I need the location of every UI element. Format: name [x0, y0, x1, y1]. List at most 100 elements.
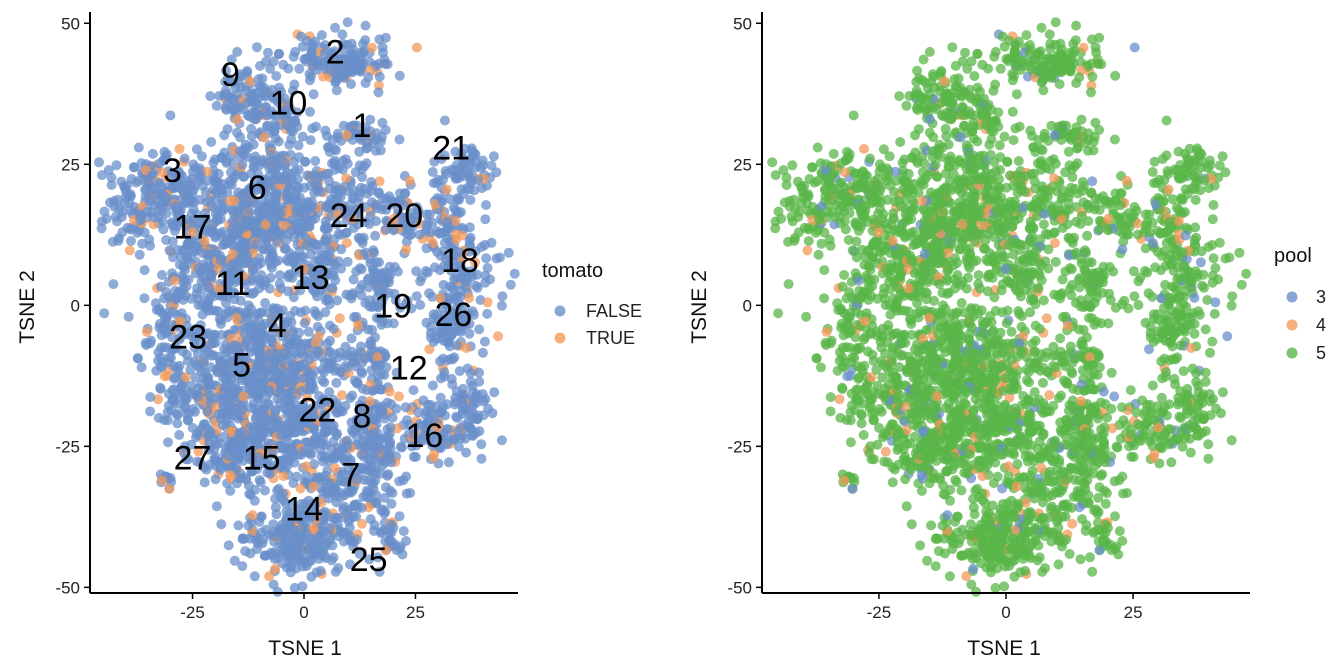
data-point	[1038, 219, 1049, 230]
data-point	[276, 151, 287, 161]
data-point	[265, 149, 276, 160]
data-point	[310, 309, 321, 319]
legend-label-true: TRUE	[586, 328, 635, 348]
data-point	[217, 187, 228, 198]
data-point	[394, 511, 405, 522]
data-point	[325, 335, 335, 346]
data-point	[1011, 89, 1022, 100]
data-point	[225, 75, 236, 86]
data-point	[300, 156, 311, 167]
data-point	[259, 107, 270, 118]
data-point	[371, 257, 382, 268]
data-point	[1110, 70, 1121, 81]
data-point	[427, 380, 438, 391]
data-point	[367, 324, 377, 335]
data-point	[327, 453, 338, 463]
data-point	[157, 475, 168, 486]
data-point	[346, 38, 357, 49]
data-point	[215, 255, 226, 266]
data-point	[241, 249, 252, 260]
data-point	[341, 173, 352, 184]
data-point	[357, 172, 368, 183]
data-point	[1049, 227, 1060, 238]
data-point	[784, 201, 795, 212]
data-point	[154, 158, 165, 169]
data-point	[192, 391, 203, 402]
data-point	[1074, 72, 1085, 83]
data-point	[276, 430, 286, 440]
cluster-label-12: 12	[390, 349, 428, 387]
data-point	[482, 263, 493, 273]
data-point	[136, 158, 147, 169]
data-point	[435, 392, 446, 403]
data-point	[477, 347, 488, 358]
data-point	[1008, 135, 1019, 146]
data-point	[265, 63, 276, 74]
data-point	[374, 71, 385, 82]
data-point	[157, 167, 168, 178]
data-point	[297, 581, 308, 592]
data-point	[369, 247, 380, 258]
data-point	[265, 200, 276, 211]
data-point	[305, 533, 316, 544]
data-point	[467, 414, 478, 424]
data-point	[375, 384, 386, 395]
data-point	[337, 29, 348, 40]
data-point	[283, 377, 293, 388]
data-point	[1090, 42, 1101, 53]
data-point	[491, 253, 502, 264]
data-point	[195, 171, 206, 181]
data-point	[1076, 114, 1087, 125]
data-point	[329, 513, 340, 524]
data-point	[303, 544, 314, 555]
data-point	[326, 555, 337, 566]
data-point	[959, 175, 969, 186]
data-point	[912, 65, 923, 76]
data-point	[316, 30, 327, 41]
data-point	[825, 240, 836, 251]
legend-title: tomato	[542, 260, 603, 282]
data-point	[404, 175, 415, 186]
data-point	[865, 153, 875, 164]
data-point	[935, 67, 946, 78]
data-point	[439, 115, 450, 126]
data-point	[366, 448, 377, 459]
data-point	[231, 403, 242, 414]
data-point	[814, 213, 825, 224]
data-point	[445, 194, 456, 205]
data-point	[195, 194, 206, 205]
data-point	[156, 362, 167, 373]
data-point	[387, 412, 398, 423]
data-point	[1026, 220, 1037, 231]
data-point	[302, 347, 313, 358]
data-point	[972, 136, 983, 147]
data-point	[438, 335, 449, 346]
data-point	[131, 177, 142, 188]
data-point	[137, 238, 148, 249]
data-point	[503, 247, 514, 258]
data-point	[132, 353, 143, 364]
data-point	[342, 158, 353, 169]
data-point	[897, 157, 908, 168]
data-point	[260, 219, 271, 230]
data-point	[317, 240, 328, 251]
data-point	[767, 157, 778, 168]
data-point	[341, 130, 352, 140]
data-point	[238, 391, 249, 402]
data-point	[199, 477, 210, 488]
data-point	[473, 175, 483, 186]
data-point	[973, 270, 984, 281]
data-point	[1029, 176, 1040, 187]
data-point	[482, 297, 493, 308]
data-point	[261, 86, 272, 97]
data-point	[1050, 158, 1061, 169]
data-point	[480, 214, 491, 225]
data-point	[174, 360, 185, 371]
data-point	[948, 99, 958, 110]
data-point	[1199, 175, 1210, 186]
data-point	[940, 123, 951, 134]
data-point	[225, 485, 236, 496]
x-axis-title: TSNE 1	[268, 637, 342, 660]
data-point	[129, 162, 139, 173]
data-point	[97, 170, 107, 181]
